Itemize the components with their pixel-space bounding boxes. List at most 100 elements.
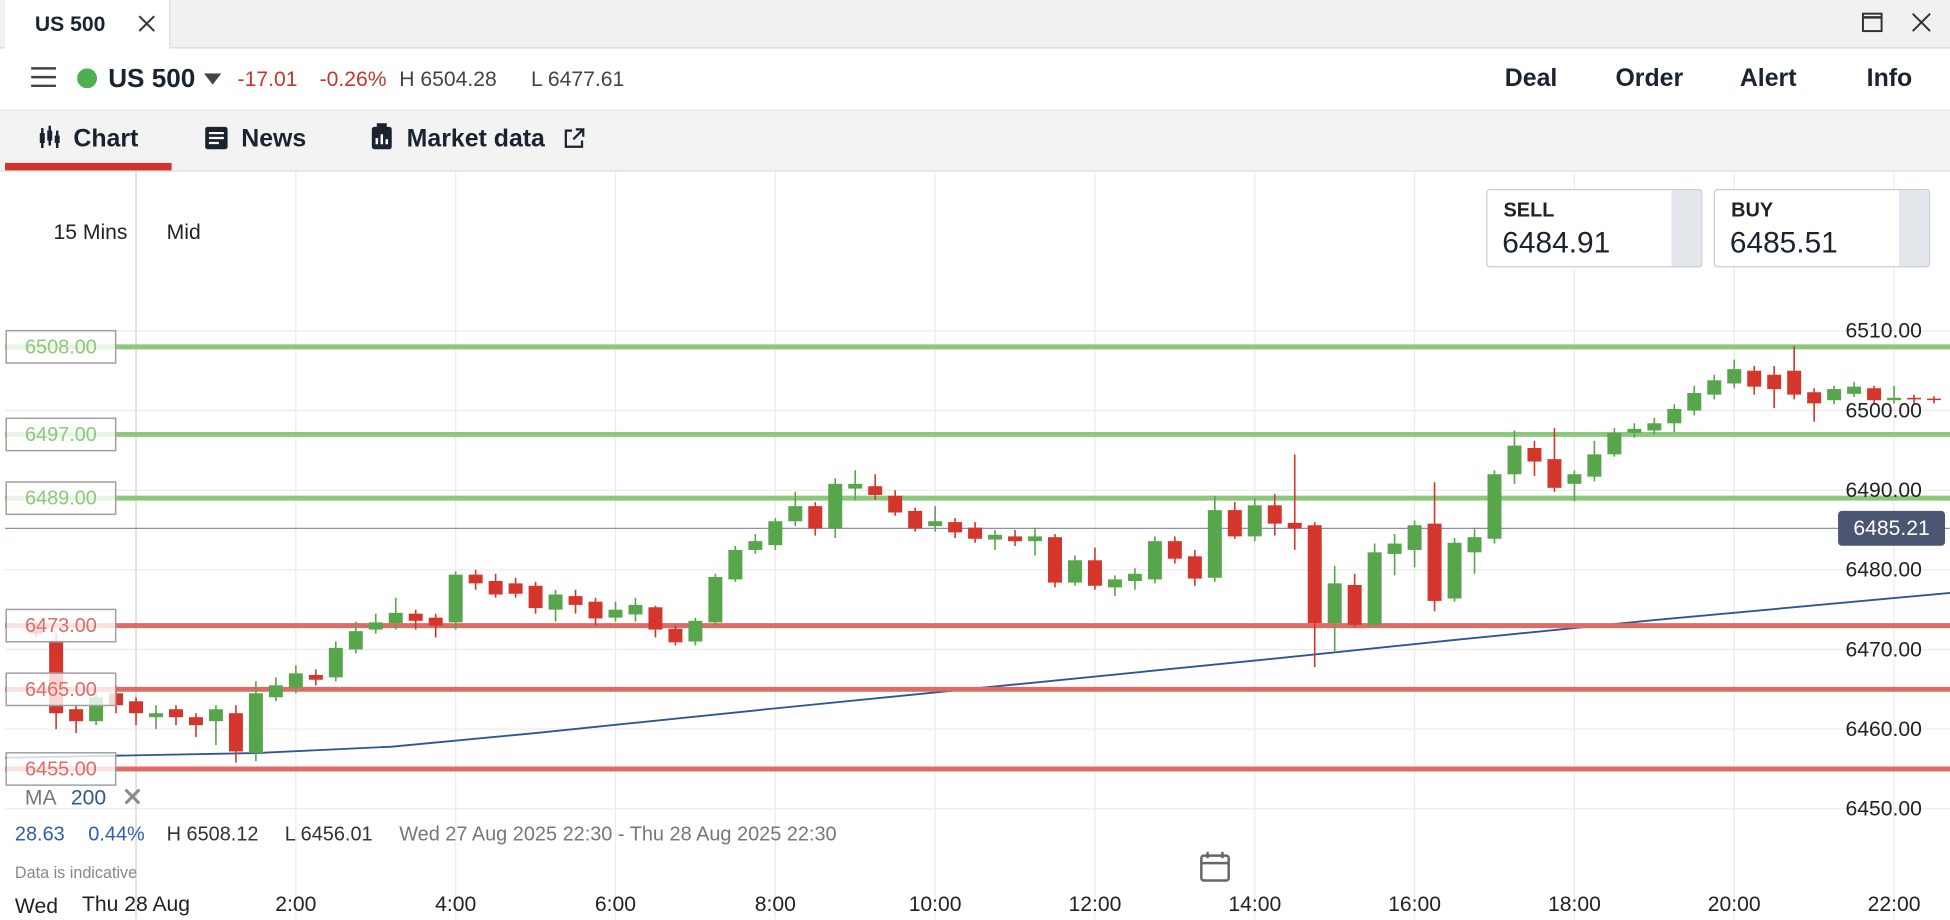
candle-body (548, 594, 563, 610)
menu-icon[interactable] (31, 66, 56, 88)
x-tick-label: 22:00 (1868, 893, 1921, 916)
action-button[interactable]: Alert (1739, 64, 1797, 93)
candle (348, 621, 363, 654)
candle (808, 502, 823, 536)
candle (308, 669, 323, 686)
action-button[interactable]: Order (1615, 64, 1684, 93)
candle-body (468, 574, 483, 584)
sell-label: SELL (1503, 200, 1555, 222)
buy-button[interactable] (1713, 189, 1931, 268)
candle (69, 705, 84, 734)
external-link-icon[interactable] (563, 127, 585, 149)
action-button[interactable]: Deal (1504, 64, 1558, 93)
candle (1767, 365, 1782, 409)
candle (1127, 568, 1142, 590)
candle-body (488, 580, 503, 595)
candle (1667, 404, 1682, 433)
price-type[interactable]: Mid (166, 220, 201, 244)
candle-body (268, 685, 283, 698)
x-tick-label: 18:00 (1548, 893, 1601, 916)
candle-body (608, 609, 623, 618)
candle-body (1227, 510, 1242, 537)
candle-body (908, 510, 923, 529)
action-button[interactable]: Info (1866, 64, 1913, 93)
level-label-box (5, 417, 117, 452)
sell-button[interactable] (1486, 189, 1703, 268)
candle-body (1667, 408, 1682, 424)
y-tick-label: 6490.00 (1846, 479, 1922, 502)
candle (908, 507, 923, 532)
candle (1607, 428, 1622, 457)
candle-body (1767, 374, 1782, 390)
view-tab[interactable]: Chart (73, 125, 139, 153)
ma-period: 200 (70, 785, 107, 810)
candle (1647, 417, 1662, 435)
interval[interactable]: 15 Mins (53, 220, 128, 244)
stat-change-pct: 0.44% (88, 824, 145, 846)
candle-body (708, 577, 723, 623)
candle-body (528, 585, 543, 609)
x-tick-label: 14:00 (1228, 893, 1281, 916)
chart-icon (39, 125, 60, 148)
calendar-icon[interactable] (1199, 851, 1231, 883)
candle (988, 530, 1003, 550)
candle-body (1267, 505, 1282, 524)
candle-body (988, 534, 1003, 540)
candle-body (1787, 370, 1802, 395)
candle-body (968, 527, 983, 539)
candle (1867, 385, 1882, 405)
candle-body (748, 541, 763, 550)
window-tab[interactable] (4, 0, 171, 49)
candle-body (1287, 522, 1302, 529)
candle-body (308, 674, 323, 680)
y-tick-label: 6510.00 (1846, 320, 1922, 343)
candle-body (1407, 525, 1422, 550)
candle (1527, 440, 1542, 476)
remove-indicator[interactable] (124, 788, 141, 805)
dropdown-caret[interactable] (203, 73, 222, 85)
candle-body (448, 574, 463, 623)
candle-body (208, 709, 223, 722)
candle (1927, 396, 1942, 404)
candle (1247, 498, 1262, 542)
candle-body (1567, 474, 1582, 484)
view-tab[interactable]: Market data (406, 125, 545, 153)
candle-body (1367, 552, 1382, 625)
candle-body (1487, 474, 1502, 539)
buy-label: BUY (1731, 200, 1774, 222)
candle (708, 573, 723, 626)
candle (448, 571, 463, 630)
x-tick-label: 12:00 (1069, 893, 1122, 916)
candle-body (129, 701, 144, 714)
candle (888, 490, 903, 516)
candle-body (1247, 505, 1262, 537)
level-label-box (5, 608, 117, 643)
candle-body (1327, 583, 1342, 624)
candle (648, 605, 663, 638)
level-label: 6508.00 (25, 336, 97, 358)
candle (1807, 388, 1822, 422)
market-data-icon (371, 123, 392, 150)
y-tick-label: 6470.00 (1846, 638, 1922, 661)
plot-area (4, 171, 1950, 920)
candle-body (228, 713, 243, 752)
current-price-label: 6485.21 (1853, 517, 1929, 540)
candle-body (1587, 454, 1602, 477)
view-tab[interactable]: News (241, 125, 307, 153)
instrument[interactable]: US 500 (108, 64, 196, 94)
candle (1587, 440, 1602, 482)
candle-body (668, 628, 683, 643)
level-label-box (5, 329, 117, 364)
candle (768, 518, 783, 550)
candle (248, 681, 263, 761)
prev-day-label: Wed (14, 894, 59, 918)
close-window[interactable] (1911, 12, 1931, 32)
candle (1147, 536, 1162, 584)
maximize[interactable] (1861, 12, 1883, 33)
candle (1048, 534, 1062, 588)
tab-close[interactable] (138, 15, 155, 32)
candle (668, 625, 683, 646)
candle-body (1827, 389, 1842, 401)
candle-body (1087, 560, 1102, 586)
candle (1307, 522, 1322, 668)
